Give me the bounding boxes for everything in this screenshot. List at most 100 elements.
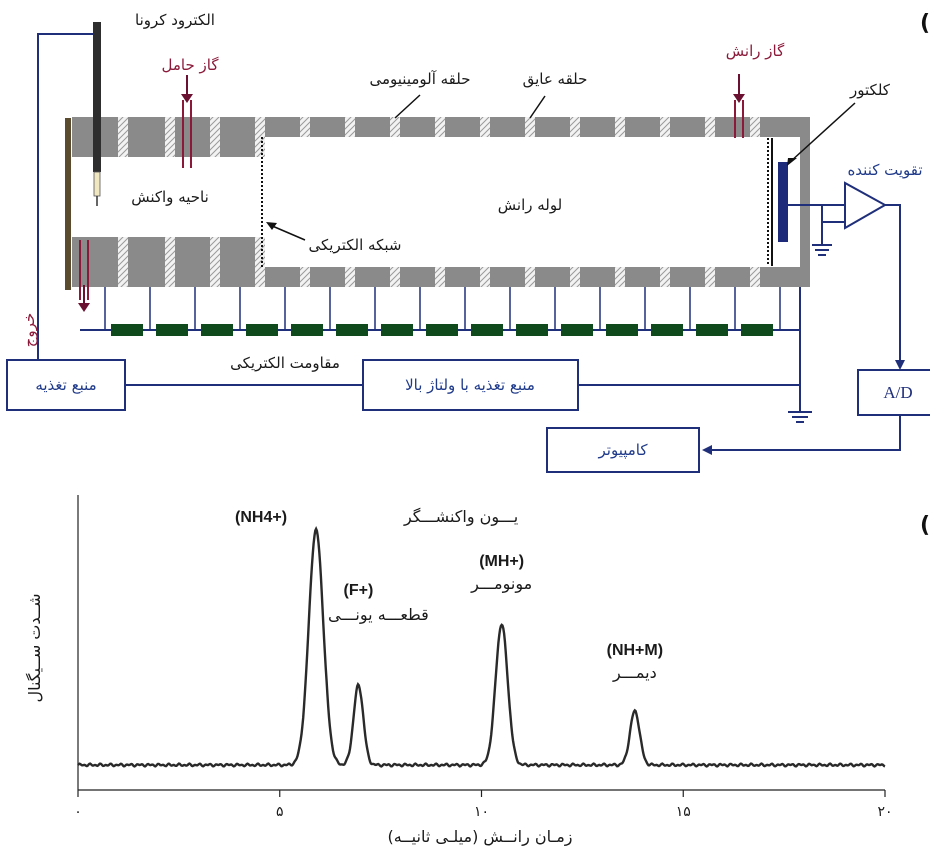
adc-box: A/D bbox=[857, 369, 930, 416]
adc-computer-wire bbox=[712, 415, 901, 451]
insulating-ring bbox=[210, 137, 220, 157]
resistor bbox=[336, 324, 368, 336]
svg-text:کامپیوتر: کامپیوتر bbox=[598, 441, 649, 460]
insulating-ring bbox=[118, 117, 128, 137]
insulating-ring bbox=[210, 237, 220, 267]
label-collector: کلکتور bbox=[849, 81, 891, 99]
x-axis-label: زمـان رانــش (میلـی ثانیــه) bbox=[387, 827, 572, 847]
svg-text:A/D: A/D bbox=[883, 383, 912, 402]
peak-formula: (NH4+) bbox=[235, 509, 287, 526]
corona-electrode-tip bbox=[93, 171, 101, 197]
resistor bbox=[651, 324, 683, 336]
label-electric-grid: شبکه الکتریکی bbox=[309, 236, 402, 254]
insulating-ring bbox=[435, 267, 445, 287]
peak-formula: (MH+) bbox=[479, 553, 524, 570]
insulating-ring bbox=[165, 267, 175, 287]
insulating-ring bbox=[525, 117, 535, 137]
collector-pointer-head bbox=[787, 158, 797, 166]
insulating-ring bbox=[255, 137, 265, 157]
insulating-ring bbox=[480, 117, 490, 137]
resistor bbox=[561, 324, 593, 336]
insulating-ring bbox=[165, 237, 175, 267]
hv-power-supply: منبع تغذیه با ولتاژ بالا bbox=[362, 359, 579, 411]
label-insulating-ring: حلقه عایق bbox=[523, 70, 588, 88]
resistor bbox=[291, 324, 323, 336]
insulating-ring bbox=[705, 117, 715, 137]
label-electric-resistance: مقاومت الکتریکی bbox=[230, 354, 340, 372]
resistor bbox=[426, 324, 458, 336]
aluminum-ring-pointer bbox=[394, 94, 421, 119]
insulating-ring bbox=[480, 267, 490, 287]
y-axis-label: شــدت ســیگنال bbox=[25, 593, 44, 702]
insulating-ring bbox=[345, 267, 355, 287]
collector-pointer bbox=[789, 102, 856, 163]
insulating-ring bbox=[615, 117, 625, 137]
insulating-ring bbox=[390, 267, 400, 287]
resistor bbox=[606, 324, 638, 336]
insulating-ring bbox=[750, 267, 760, 287]
outlet bbox=[78, 240, 90, 312]
insulating-ring bbox=[255, 237, 265, 267]
grid-pointer bbox=[269, 224, 306, 241]
resistor bbox=[201, 324, 233, 336]
label-drift-tube: لوله رانش bbox=[498, 196, 562, 214]
amplifier bbox=[788, 181, 905, 370]
resistor bbox=[741, 324, 773, 336]
x-tick-label: ۰ bbox=[74, 804, 82, 820]
label-aluminum-ring: حلقه آلومینیومی bbox=[369, 70, 470, 88]
resistor bbox=[471, 324, 503, 336]
corona-electrode bbox=[93, 22, 101, 172]
carrier-gas-inlet bbox=[181, 75, 193, 168]
resistor bbox=[111, 324, 143, 336]
peak-labels: (NH4+) یـــون واکنشـــگر (F+) قطعـــه یونــ… bbox=[235, 507, 663, 683]
resistor-chain bbox=[111, 324, 773, 336]
label-amplifier: تقویت کننده bbox=[847, 161, 922, 179]
insulating-ring bbox=[615, 267, 625, 287]
insulating-ring bbox=[118, 137, 128, 157]
resistor-taps bbox=[104, 287, 781, 330]
label-reaction-region: ناحیه واکنش bbox=[131, 188, 209, 206]
panel-b-label: (ب) bbox=[920, 513, 930, 538]
insulating-ring bbox=[210, 267, 220, 287]
peak-name: یـــون واکنشـــگر bbox=[403, 507, 518, 527]
peak-formula: (NH+M) bbox=[607, 642, 663, 659]
resistor bbox=[246, 324, 278, 336]
adc-arrow bbox=[702, 445, 712, 455]
insulating-ring bbox=[255, 117, 265, 137]
insulating-ring bbox=[750, 117, 760, 137]
insulating-ring bbox=[660, 117, 670, 137]
end-plate bbox=[65, 118, 71, 290]
signal-trace bbox=[77, 525, 886, 768]
peak-name: قطعـــه یونـــی bbox=[328, 605, 429, 625]
svg-text:منبع تغذیه: منبع تغذیه bbox=[35, 376, 96, 394]
insulating-ring bbox=[300, 117, 310, 137]
insulating-ring bbox=[570, 117, 580, 137]
resistor bbox=[381, 324, 413, 336]
resistor bbox=[696, 324, 728, 336]
insulating-ring bbox=[165, 117, 175, 137]
insulating-ring bbox=[345, 117, 355, 137]
corona-wire bbox=[37, 33, 95, 360]
x-tick-label: ۲۰ bbox=[877, 804, 892, 820]
insulating-ring bbox=[390, 117, 400, 137]
insulating-ring bbox=[118, 267, 128, 287]
label-corona-electrode: الکترود کرونا bbox=[135, 11, 215, 29]
label-drift-gas: گاز رانش bbox=[726, 42, 785, 60]
resistor bbox=[516, 324, 548, 336]
insulating-ring bbox=[300, 267, 310, 287]
insulating-ring bbox=[165, 137, 175, 157]
label-outlet: خروج bbox=[20, 313, 39, 347]
power-supply: منبع تغذیه bbox=[6, 359, 126, 411]
insulating-ring bbox=[210, 117, 220, 137]
insulating-ring bbox=[660, 267, 670, 287]
svg-text:منبع تغذیه با ولتاژ بالا: منبع تغذیه با ولتاژ بالا bbox=[405, 376, 535, 394]
insulating-ring bbox=[525, 267, 535, 287]
insulating-ring-pointer bbox=[529, 95, 546, 119]
insulating-rings bbox=[118, 117, 760, 287]
peak-formula: (F+) bbox=[344, 582, 374, 599]
insulating-ring bbox=[435, 117, 445, 137]
schematic-panel: (الف) bbox=[6, 11, 930, 473]
insulating-ring bbox=[118, 237, 128, 267]
panel-a-label: (الف) bbox=[920, 11, 930, 36]
